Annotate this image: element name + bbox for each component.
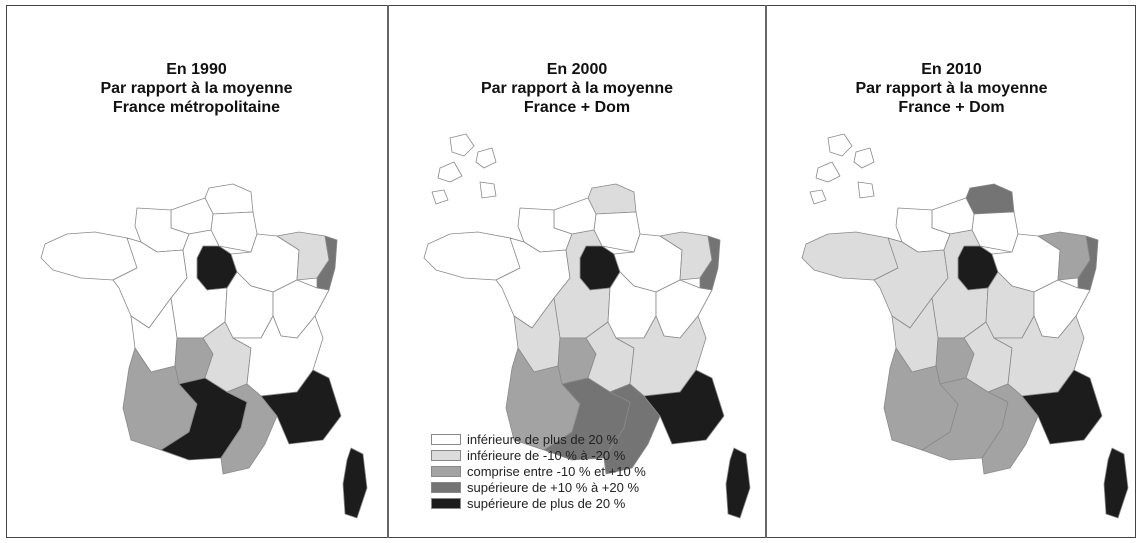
panel-title-scope: France métropolitaine xyxy=(112,99,281,116)
region-cor xyxy=(725,447,751,519)
map-panel-1990: En 1990 Par rapport à la moyenne France … xyxy=(6,5,387,538)
region-npc xyxy=(587,183,637,215)
panel-title-scope: France + Dom xyxy=(898,99,1005,116)
legend-swatch xyxy=(431,465,461,477)
region-frc xyxy=(1033,279,1091,339)
region-pac xyxy=(260,369,342,445)
region-cor xyxy=(342,447,368,519)
region-cor xyxy=(1103,447,1129,519)
panel-title-reference: Par rapport à la moyenne xyxy=(480,80,674,97)
overseas-territory-2 xyxy=(475,147,497,169)
france-regions-map xyxy=(40,183,368,519)
legend-item: comprise entre -10 % et +10 % xyxy=(431,463,646,479)
region-bre xyxy=(801,231,903,281)
panel-title-reference: Par rapport à la moyenne xyxy=(855,80,1048,97)
panel-title-reference: Par rapport à la moyenne xyxy=(100,80,293,97)
region-pac xyxy=(643,369,725,445)
panel-title-year: En 2010 xyxy=(921,61,982,78)
overseas-territory-4 xyxy=(479,181,497,199)
region-lro xyxy=(220,383,278,475)
overseas-territory-2 xyxy=(853,147,875,169)
region-lro xyxy=(603,383,661,475)
legend-label: inférieure de -10 % à -20 % xyxy=(467,447,626,463)
region-pac xyxy=(1021,369,1103,445)
panel-divider xyxy=(387,5,389,538)
panel-title: En 1990 Par rapport à la moyenne France … xyxy=(6,60,387,117)
region-lro xyxy=(981,383,1039,475)
legend-item: inférieure de -10 % à -20 % xyxy=(431,447,646,463)
region-frc xyxy=(272,279,330,339)
panel-title: En 2000 Par rapport à la moyenne France … xyxy=(389,60,765,117)
panel-divider xyxy=(765,5,767,538)
panel-title-scope: France + Dom xyxy=(523,99,631,116)
overseas-territory-5 xyxy=(809,189,827,205)
legend-label: inférieure de plus de 20 % xyxy=(467,431,619,447)
region-frc xyxy=(655,279,713,339)
region-npc xyxy=(204,183,254,215)
region-hno xyxy=(931,197,975,235)
legend-item: supérieure de plus de 20 % xyxy=(431,495,646,511)
map-panel-2000: En 2000 Par rapport à la moyenne France … xyxy=(389,5,765,538)
map-panel-2010: En 2010 Par rapport à la moyenne France … xyxy=(767,5,1136,538)
region-hno xyxy=(170,197,214,235)
overseas-territory-5 xyxy=(431,189,449,205)
legend-swatch xyxy=(431,433,461,445)
legend-swatch xyxy=(431,449,461,461)
legend-item: inférieure de plus de 20 % xyxy=(431,431,646,447)
region-npc xyxy=(965,183,1015,215)
legend-item: supérieure de +10 % à +20 % xyxy=(431,479,646,495)
map-legend: inférieure de plus de 20 % inférieure de… xyxy=(431,431,646,511)
region-bre xyxy=(423,231,525,281)
overseas-territory-1 xyxy=(449,133,475,157)
overseas-territory-3 xyxy=(815,161,841,183)
region-hno xyxy=(553,197,597,235)
region-bre xyxy=(40,231,142,281)
figure-frame xyxy=(6,5,1136,538)
legend-label: supérieure de +10 % à +20 % xyxy=(467,479,640,495)
france-regions-map xyxy=(801,133,1129,519)
panel-title-year: En 1990 xyxy=(166,61,227,78)
france-regions-map xyxy=(423,133,751,519)
panel-title: En 2010 Par rapport à la moyenne France … xyxy=(767,60,1136,117)
legend-swatch xyxy=(431,497,461,509)
panel-title-year: En 2000 xyxy=(546,61,608,78)
overseas-territory-1 xyxy=(827,133,853,157)
legend-label: supérieure de plus de 20 % xyxy=(467,495,626,511)
overseas-territory-3 xyxy=(437,161,463,183)
legend-swatch xyxy=(431,481,461,493)
overseas-territory-4 xyxy=(857,181,875,199)
legend-label: comprise entre -10 % et +10 % xyxy=(467,463,646,479)
